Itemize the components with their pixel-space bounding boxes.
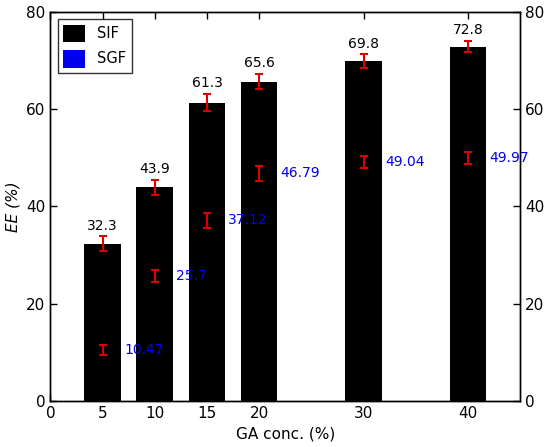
- Bar: [84, 244, 121, 401]
- Text: 32.3: 32.3: [87, 219, 118, 232]
- Text: 65.6: 65.6: [244, 56, 274, 70]
- Text: 43.9: 43.9: [139, 162, 170, 176]
- X-axis label: GA conc. (%): GA conc. (%): [235, 426, 335, 442]
- Text: 25.7: 25.7: [176, 269, 207, 283]
- Bar: [189, 220, 225, 401]
- Text: 49.04: 49.04: [385, 155, 425, 169]
- Bar: [450, 46, 486, 401]
- Bar: [345, 162, 382, 401]
- Text: 37.12: 37.12: [228, 213, 268, 228]
- Legend: SIF, SGF: SIF, SGF: [58, 19, 132, 73]
- Y-axis label: EE (%): EE (%): [6, 181, 20, 232]
- Bar: [241, 82, 277, 401]
- Bar: [136, 187, 173, 401]
- Bar: [450, 158, 486, 401]
- Bar: [136, 276, 173, 401]
- Text: 49.97: 49.97: [490, 151, 529, 165]
- Bar: [84, 350, 121, 401]
- Text: 72.8: 72.8: [453, 23, 483, 37]
- Bar: [189, 103, 225, 401]
- Bar: [345, 61, 382, 401]
- Text: 46.79: 46.79: [280, 166, 320, 180]
- Text: 10.47: 10.47: [124, 343, 163, 357]
- Text: 69.8: 69.8: [348, 37, 379, 51]
- Text: 61.3: 61.3: [191, 76, 222, 90]
- Bar: [241, 173, 277, 401]
